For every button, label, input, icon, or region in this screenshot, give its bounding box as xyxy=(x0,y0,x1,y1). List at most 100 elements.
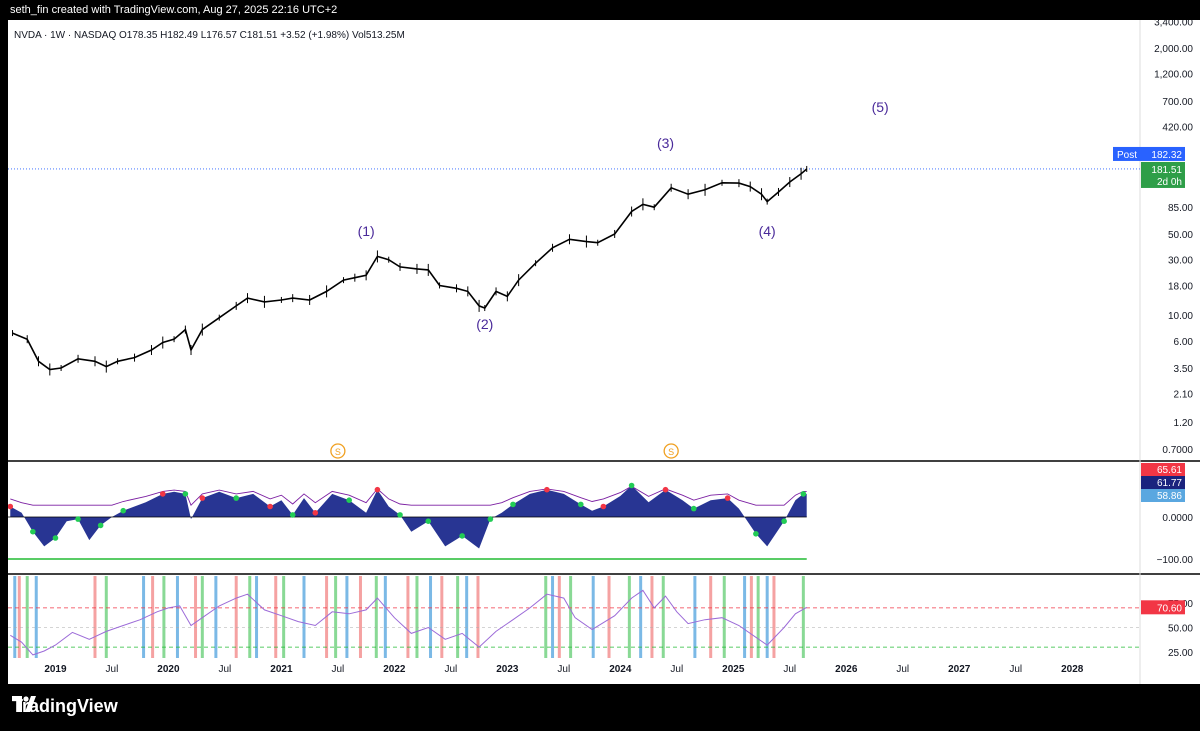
rsi-signal-band xyxy=(415,576,419,658)
time-axis-tick: Jul xyxy=(331,664,344,675)
rsi-signal-band xyxy=(175,576,179,658)
time-axis-tick: Jul xyxy=(783,664,796,675)
chart-canvas[interactable]: NVDA · 1W · NASDAQ O178.35 H182.49 L176.… xyxy=(8,20,1200,684)
oscillator-dot xyxy=(120,507,127,514)
tradingview-logo-icon xyxy=(12,696,36,712)
time-axis-tick: Jul xyxy=(106,664,119,675)
oscillator-dot xyxy=(724,495,731,501)
chart-frame: seth_fin created with TradingView.com, A… xyxy=(8,0,1200,731)
tradingview-logo[interactable]: TradingView xyxy=(12,696,118,717)
price-axis-tick: 420.00 xyxy=(1162,123,1193,134)
rsi-signal-band xyxy=(693,576,697,658)
rsi-signal-band xyxy=(325,576,329,658)
oscillator-dot xyxy=(97,522,104,529)
rsi-signal-band xyxy=(476,576,480,658)
price-axis-tick: 700.00 xyxy=(1162,97,1193,108)
price-axis-tick: 3,400.00 xyxy=(1154,20,1193,28)
time-axis-tick: 2020 xyxy=(157,664,180,675)
rsi-signal-band xyxy=(13,576,17,658)
rsi-signal-band xyxy=(650,576,654,658)
time-axis-tick: 2022 xyxy=(383,664,406,675)
oscillator-dot xyxy=(662,486,669,493)
wave-label: (1) xyxy=(358,223,375,239)
price-axis-tick: 50.00 xyxy=(1168,230,1193,241)
rsi-signal-band xyxy=(456,576,460,658)
rsi-signal-band xyxy=(345,576,349,658)
time-axis-tick: 2021 xyxy=(270,664,293,675)
post-label-text: Post xyxy=(1117,150,1137,161)
wave-label: (2) xyxy=(476,316,493,332)
oscillator-dot xyxy=(397,512,403,518)
rsi-signal-band xyxy=(358,576,362,658)
rsi-signal-band xyxy=(34,576,38,658)
rsi-signal-band xyxy=(591,576,595,658)
rsi-signal-band xyxy=(248,576,252,658)
time-axis-tick: 2019 xyxy=(44,664,67,675)
rsi-signal-band xyxy=(544,576,548,658)
price-axis-tick: 30.00 xyxy=(1168,256,1193,267)
rsi-signal-band xyxy=(406,576,410,658)
price-axis-tick: 0.7000 xyxy=(1162,445,1193,456)
time-axis-tick: 2026 xyxy=(835,664,858,675)
oscillator-dot xyxy=(577,501,584,508)
oscillator-value-tag xyxy=(1141,476,1185,489)
rsi-axis-tick: 50.00 xyxy=(1168,624,1193,635)
rsi-value-tag xyxy=(1141,600,1185,615)
oscillator-dot xyxy=(753,531,759,537)
price-axis-tick: 1,200.00 xyxy=(1154,70,1193,81)
rsi-signal-band xyxy=(374,576,378,658)
tradingview-logo-text: TradingView xyxy=(12,696,118,716)
rsi-axis-tick: 25.00 xyxy=(1168,648,1193,659)
rsi-signal-band xyxy=(429,576,433,658)
rsi-signal-band xyxy=(162,576,166,658)
oscillator-dot xyxy=(75,516,81,522)
oscillator-value-tag xyxy=(1141,489,1185,502)
oscillator-dot xyxy=(52,535,59,541)
time-axis-tick: 2028 xyxy=(1061,664,1084,675)
time-axis-tick: 2024 xyxy=(609,664,632,675)
rsi-signal-band xyxy=(104,576,108,658)
symbol-info-line: NVDA · 1W · NASDAQ O178.35 H182.49 L176.… xyxy=(14,30,405,41)
oscillator-dot xyxy=(510,501,516,508)
rsi-signal-band xyxy=(383,576,387,658)
rsi-signal-band xyxy=(302,576,306,658)
oscillator-dot xyxy=(425,518,432,524)
rsi-signal-band xyxy=(17,576,21,658)
oscillator-dot xyxy=(800,491,807,497)
rsi-signal-band xyxy=(661,576,665,658)
rsi-signal-band xyxy=(465,576,469,658)
oscillator-dot xyxy=(690,505,697,512)
time-axis-tick: Jul xyxy=(444,664,457,675)
attribution-bar: seth_fin created with TradingView.com, A… xyxy=(8,0,1200,20)
rsi-signal-band xyxy=(440,576,444,658)
time-axis-tick: Jul xyxy=(896,664,909,675)
wave-label: (3) xyxy=(657,135,674,151)
rsi-signal-band xyxy=(25,576,29,658)
rsi-signal-band xyxy=(607,576,611,658)
oscillator-dot xyxy=(459,533,465,539)
rsi-signal-band xyxy=(627,576,631,658)
signal-marker-text: S xyxy=(668,447,674,457)
oscillator-dot xyxy=(374,486,381,493)
rsi-signal-band xyxy=(551,576,555,658)
oscillator-dot xyxy=(312,510,319,516)
chart-area[interactable]: NVDA · 1W · NASDAQ O178.35 H182.49 L176.… xyxy=(8,20,1200,684)
signal-marker xyxy=(663,443,679,459)
rsi-signal-band xyxy=(722,576,726,658)
rsi-signal-band xyxy=(557,576,561,658)
rsi-signal-band xyxy=(801,576,805,658)
price-axis-tick: 85.00 xyxy=(1168,203,1193,214)
rsi-signal-band xyxy=(749,576,753,658)
price-axis-tick: 18.00 xyxy=(1168,281,1193,292)
price-axis-tick: 2.10 xyxy=(1174,390,1194,401)
rsi-signal-band xyxy=(639,576,643,658)
price-axis-tick: 10.00 xyxy=(1168,311,1193,322)
oscillator-dot xyxy=(199,495,206,501)
rsi-signal-band xyxy=(151,576,155,658)
rsi-signal-band xyxy=(194,576,198,658)
rsi-signal-band xyxy=(743,576,747,658)
oscillator-value-text: 61.77 xyxy=(1157,478,1182,489)
post-price-text: 182.32 xyxy=(1151,150,1182,161)
time-axis-tick: Jul xyxy=(1009,664,1022,675)
oscillator-dot xyxy=(30,528,36,535)
